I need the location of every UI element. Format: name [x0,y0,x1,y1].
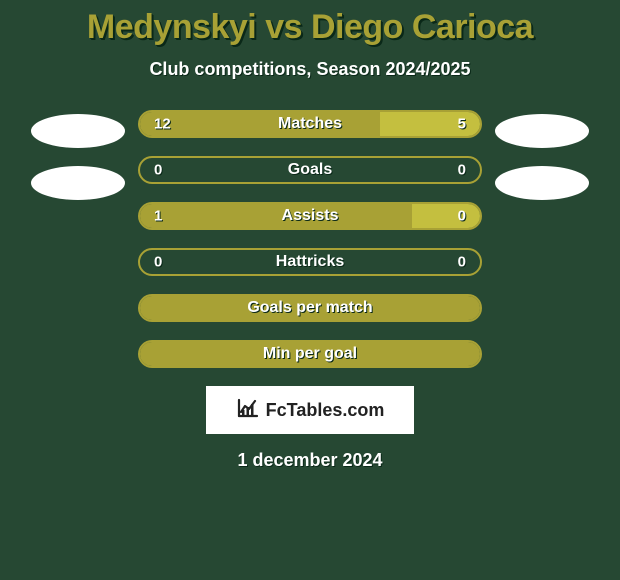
bar-fill-left [140,112,380,136]
bar-value-right: 0 [458,208,466,225]
bar-label: Goals per match [247,299,372,317]
player-photo [31,114,125,148]
bar-value-left: 0 [154,162,162,179]
logo-text: FcTables.com [266,400,385,421]
date-text: 1 december 2024 [0,450,620,471]
bar-label: Hattricks [276,253,344,271]
stats-area: 12 5 Matches 0 0 Goals 1 0 Assists 0 0 Hattricks Goa… [0,110,620,368]
player-photo [31,166,125,200]
chart-icon [236,396,260,425]
player-photo [495,166,589,200]
bar-label: Min per goal [263,345,357,363]
bar-value-left: 0 [154,254,162,271]
bar-value-right: 0 [458,254,466,271]
right-player-photos [492,110,592,368]
source-logo[interactable]: FcTables.com [206,386,414,434]
page-title: Medynskyi vs Diego Carioca [0,8,620,47]
bar-label: Goals [288,161,332,179]
stat-bar: 0 0 Goals [138,156,482,184]
bar-value-right: 0 [458,162,466,179]
bar-label: Assists [282,207,339,225]
player-photo [495,114,589,148]
stat-bar: Goals per match [138,294,482,322]
stat-bars-column: 12 5 Matches 0 0 Goals 1 0 Assists 0 0 Hattricks Goa… [138,110,482,368]
comparison-widget: Medynskyi vs Diego Carioca Club competit… [0,0,620,471]
bar-fill-left [140,204,412,228]
bar-label: Matches [278,115,342,133]
stat-bar: 1 0 Assists [138,202,482,230]
bar-fill-right [412,204,480,228]
bar-value-left: 1 [154,208,162,225]
page-subtitle: Club competitions, Season 2024/2025 [0,59,620,80]
stat-bar: 0 0 Hattricks [138,248,482,276]
left-player-photos [28,110,128,368]
stat-bar: 12 5 Matches [138,110,482,138]
stat-bar: Min per goal [138,340,482,368]
bar-value-left: 12 [154,116,171,133]
bar-value-right: 5 [458,116,466,133]
